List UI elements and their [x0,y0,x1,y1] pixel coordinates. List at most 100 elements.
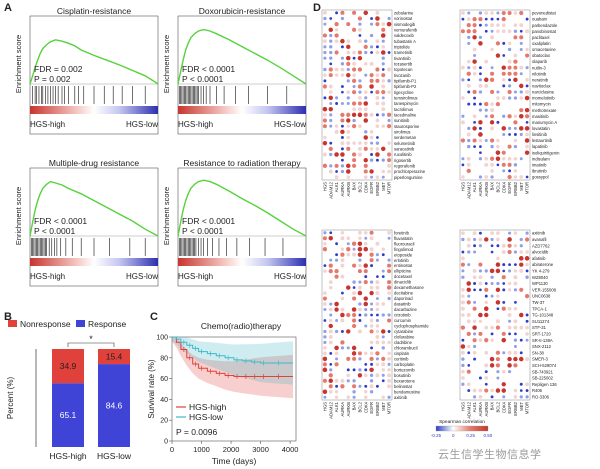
heatmap-cell [329,258,333,262]
heatmap-cell [478,319,483,324]
heatmap-row-label: dexamethasone [394,285,424,290]
heatmap-cell [375,329,380,334]
heatmap-cell [357,84,363,89]
gsea-plot-2: Doxorubicin-resistance Enrichment score FD… [162,6,307,135]
heatmap-cell [369,112,374,117]
heatmap-cell [364,395,368,399]
heatmap-cell [376,136,379,139]
heatmap-cell [357,112,363,118]
heatmap-cell [335,253,339,257]
heatmap-cell [507,41,512,46]
heatmap-cell [386,21,392,27]
heatmap-cell [328,323,333,329]
heatmap-cell [375,67,380,72]
heatmap-cell [507,156,512,161]
heatmap-cell [340,56,344,60]
heatmap-cell [323,10,327,15]
heatmap-cell [490,71,495,76]
heatmap-cell [513,344,517,348]
heatmap-cell [495,150,501,155]
heatmap-cell [478,394,483,399]
heatmap-cell [328,378,333,384]
heatmap-cell [352,368,356,372]
heatmap-cell [489,268,495,274]
heatmap-cell [484,11,489,15]
heatmap-cell [490,250,494,254]
heatmap-row-label: alvocidib [532,250,549,255]
heatmap-cell [473,237,477,242]
heatmap-cell [357,269,362,274]
heatmap-cell [357,146,362,151]
heatmap-cell [381,269,385,273]
heatmap-cell [502,288,506,292]
heatmap-cell [363,296,368,301]
heatmap-cell [363,146,368,151]
heatmap-cell [323,346,327,350]
heatmap-cell [363,163,368,168]
heatmap-cell [352,247,356,251]
heatmap-cell [329,313,333,317]
heatmap-legend-title: Spearman correlation [439,419,485,425]
heatmap-cell [490,11,494,15]
heatmap-cell [478,269,483,273]
heatmap-cell [346,102,350,105]
heatmap-cell [329,141,333,145]
heatmap-cell [519,382,523,386]
heatmap-cell [502,351,506,355]
bar-response [52,383,84,447]
heatmap-cell [363,10,369,16]
heatmap-row-label: olaparib [532,59,548,64]
heatmap-cell [340,136,344,139]
heatmap-cell [513,350,518,355]
heatmap-cell [375,175,380,179]
heatmap-cell [375,362,380,367]
heatmap-cell [364,390,368,394]
heatmap-cell [352,263,357,268]
gsea-plot-4: Resistance to radiation therapy Enrichmen… [162,158,307,287]
heatmap-cell [501,150,506,155]
heatmap-cell [473,102,477,106]
heatmap-cell [472,325,477,330]
heatmap-col-label: AURKB [484,402,489,417]
heatmap-row-label: decitabine [394,291,414,296]
heatmap-cell [357,290,363,296]
heatmap-cell [490,47,494,52]
heatmap-cell [496,294,500,298]
heatmap-col-label: BAX [352,182,357,191]
heatmap-cell [524,114,530,119]
heatmap-cell [370,302,374,306]
gsea-p: P < 0.0001 [182,226,223,236]
heatmap-cell [478,66,482,70]
heatmap-cell [369,384,374,389]
heatmap-cell [513,338,518,342]
heatmap-cell [352,163,357,168]
heatmap-cell [363,90,368,94]
gsea-title: Multiple-drug resistance [49,158,140,168]
heatmap-cell [507,174,512,180]
heatmap-cell [340,230,345,235]
heatmap-cell [381,362,386,367]
heatmap-cell [358,319,362,322]
heatmap-cell [322,356,328,362]
heatmap-cell [352,356,357,361]
heatmap-cell [369,45,374,49]
heatmap-col-label: BCL2 [495,181,500,192]
heatmap-cell [460,344,466,349]
heatmap-cell [518,126,524,131]
heatmap-cell [524,53,530,58]
heatmap-cell [352,384,357,389]
heatmap-cell [328,340,333,345]
heatmap-cell [489,363,495,368]
heatmap-cell [513,243,518,248]
heatmap-cell [340,73,345,77]
x-axis-label: Time (days) [212,456,257,466]
heatmap-cell [329,164,333,168]
heatmap-cell [381,90,386,95]
heatmap-cell [381,113,385,117]
gsea-fdr: FDR < 0.0001 [182,216,235,226]
heatmap-cell [387,90,391,94]
heatmap-cell [478,331,483,336]
heatmap-cell [472,338,477,343]
heatmap-cell [334,301,339,307]
heatmap-scale-tick: 0.25 [466,433,475,438]
